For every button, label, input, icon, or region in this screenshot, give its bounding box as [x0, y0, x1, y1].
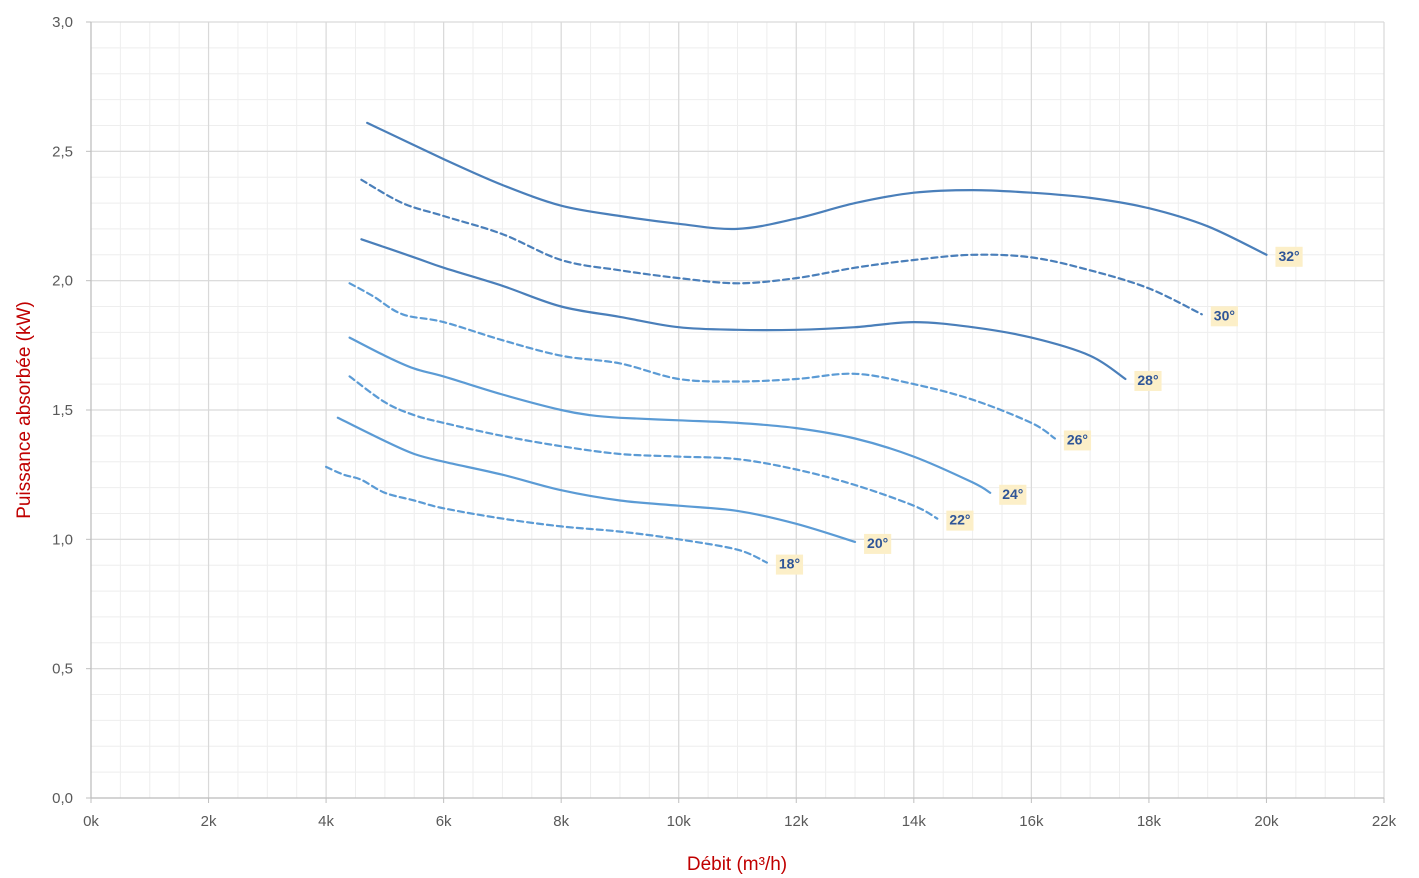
x-axis-title: Débit (m³/h)	[687, 854, 787, 875]
x-tick-label: 18k	[1137, 813, 1162, 830]
series-line	[366, 121, 1268, 256]
y-tick-label: 3,0	[52, 14, 73, 31]
y-tick-label: 2,5	[52, 143, 73, 160]
series-line	[348, 375, 939, 520]
y-axis-title: Puissance absorbée (kW)	[14, 301, 35, 519]
x-tick-label: 14k	[902, 813, 927, 830]
y-tick-label: 1,5	[52, 402, 73, 419]
series-labels: 18° 20° 22° 24° 26° 28° 30° 32°	[775, 246, 1303, 575]
series-label-background	[1063, 430, 1092, 451]
series-line	[325, 465, 768, 564]
series-end-label: 20°	[864, 533, 892, 554]
x-tick-label: 6k	[436, 813, 452, 830]
y-tick-label: 2,0	[52, 273, 73, 290]
series-label-text: 20°	[867, 535, 888, 551]
series-end-label: 32°	[1275, 246, 1303, 267]
x-tick-label: 4k	[318, 813, 334, 830]
x-tick-label: 12k	[784, 813, 809, 830]
x-tick-label: 0k	[83, 813, 99, 830]
series-label-text: 24°	[1002, 486, 1023, 502]
series-label-text: 28°	[1137, 372, 1158, 388]
series-end-label: 30°	[1210, 306, 1238, 327]
series-end-label: 18°	[775, 554, 804, 575]
series-label-background	[775, 554, 804, 575]
series-label-background	[1275, 246, 1303, 267]
x-tick-label: 20k	[1254, 813, 1279, 830]
series-line	[360, 238, 1127, 381]
series-label-background	[864, 533, 892, 554]
series-line	[348, 282, 1056, 440]
y-axis-ticks: 0,0 0,5 1,0 1,5 2,0 2,5 3,0	[52, 14, 91, 807]
series-line	[360, 178, 1203, 316]
series-label-text: 22°	[949, 512, 970, 528]
x-tick-label: 22k	[1372, 813, 1397, 830]
x-axis-ticks: 0k 2k 4k 6k 8k 10k 12k 14k 16k 18k 20k 22k	[83, 798, 1397, 830]
series-label-background	[946, 510, 974, 531]
y-tick-label: 0,0	[52, 790, 73, 807]
series-label-background	[999, 484, 1027, 505]
series-end-label: 24°	[999, 484, 1027, 505]
series-label-text: 26°	[1067, 431, 1088, 447]
series-label-text: 18°	[779, 556, 800, 572]
series-end-label: 26°	[1063, 430, 1092, 451]
y-tick-label: 0,5	[52, 661, 73, 678]
series-label-background	[1210, 306, 1238, 327]
series-line	[348, 336, 992, 494]
series-line	[336, 416, 857, 543]
series-label-background	[1134, 370, 1162, 391]
series-end-label: 22°	[946, 510, 974, 531]
x-tick-label: 8k	[553, 813, 569, 830]
series-end-label: 28°	[1134, 370, 1162, 391]
x-tick-label: 10k	[667, 813, 692, 830]
series-label-text: 32°	[1278, 248, 1299, 264]
series-label-text: 30°	[1214, 307, 1235, 323]
y-tick-label: 1,0	[52, 531, 73, 548]
x-tick-label: 16k	[1019, 813, 1044, 830]
x-tick-label: 2k	[201, 813, 217, 830]
series-lines	[325, 121, 1268, 564]
